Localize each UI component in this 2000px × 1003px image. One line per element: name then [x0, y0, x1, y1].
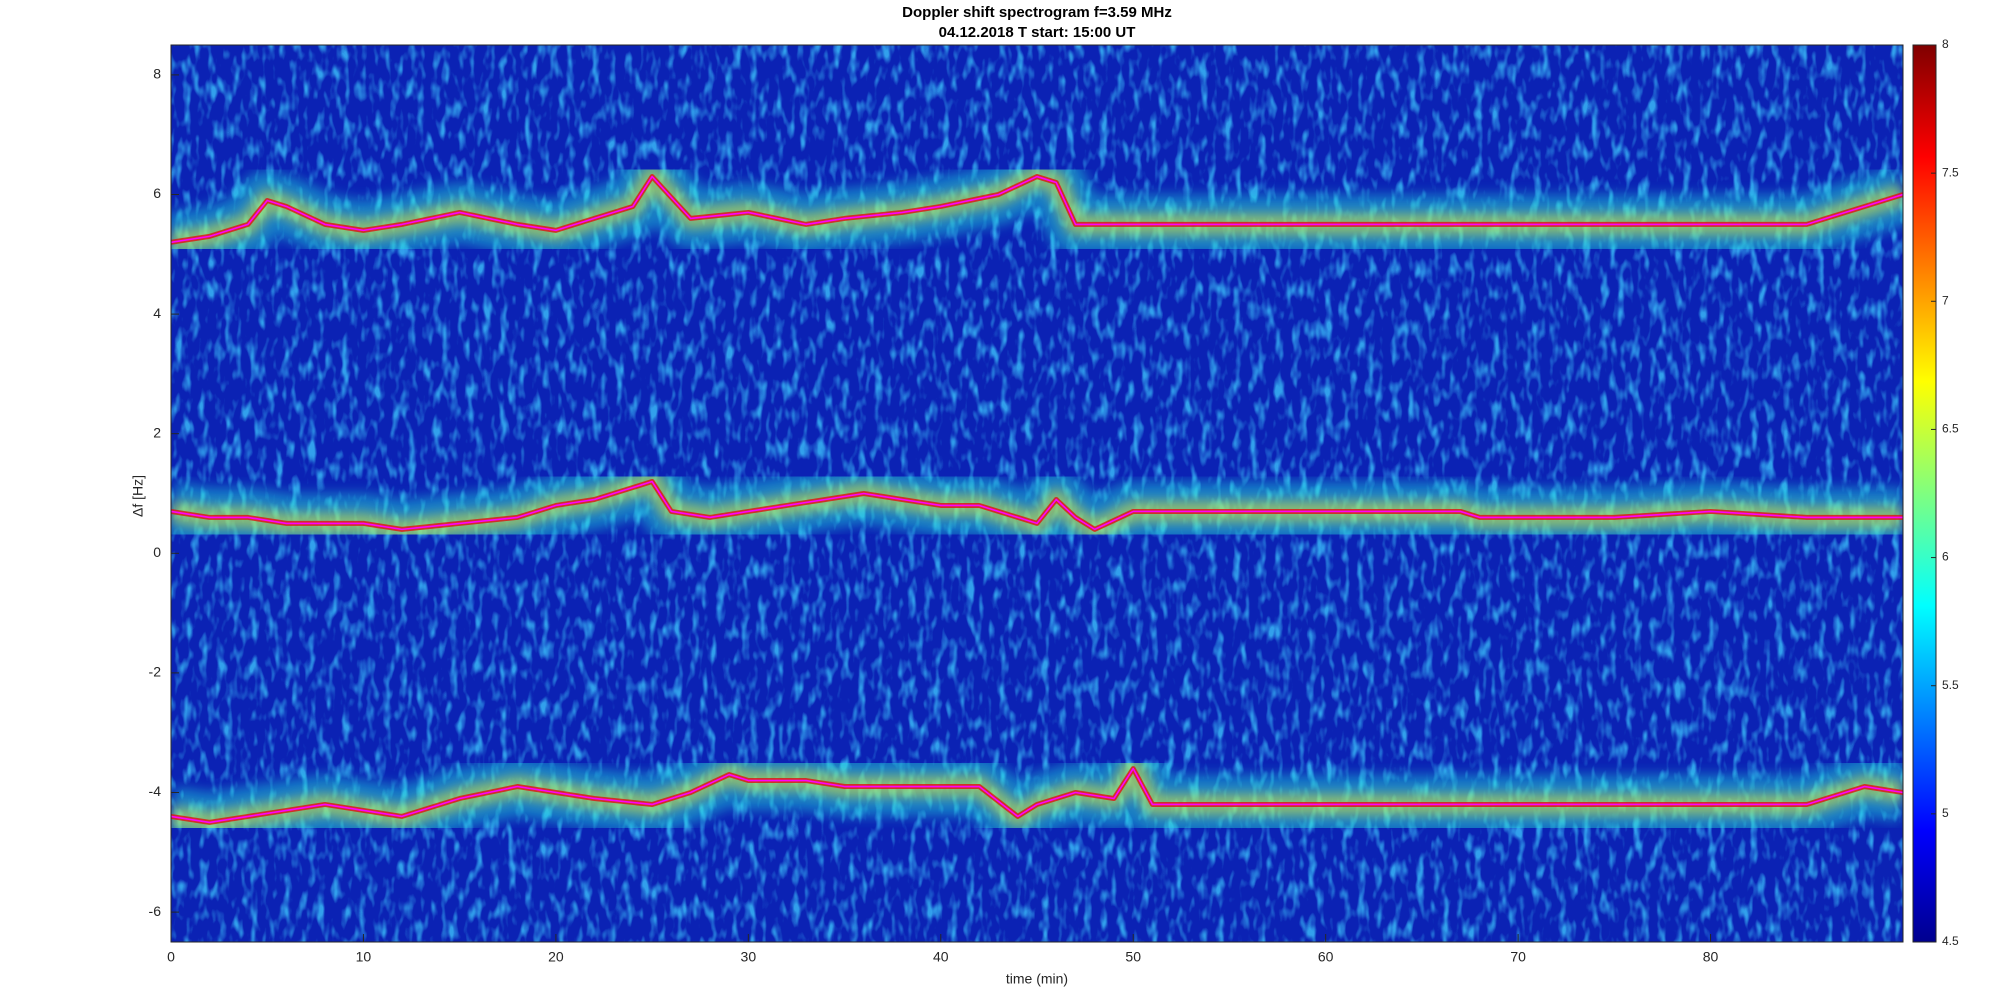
- y-tick-label: 0: [153, 544, 161, 560]
- chart-title: Doppler shift spectrogram f=3.59 MHz: [902, 4, 1172, 21]
- trace-line: [171, 480, 1903, 531]
- y-tick-label: -2: [149, 664, 162, 680]
- x-tick-label: 10: [356, 949, 372, 965]
- x-tick-label: 80: [1703, 949, 1719, 965]
- colorbar-tick-label: 5.5: [1942, 678, 1959, 692]
- y-tick-label: 2: [153, 424, 161, 440]
- x-axis-label: time (min): [1006, 971, 1068, 987]
- colorbar-tick-label: 5: [1942, 806, 1949, 820]
- y-tick-label: 8: [153, 66, 161, 82]
- chart-subtitle: 04.12.2018 T start: 15:00 UT: [939, 24, 1136, 41]
- x-tick-label: 60: [1318, 949, 1334, 965]
- trace-line: [171, 175, 1903, 244]
- colorbar-tick-label: 7.5: [1942, 165, 1959, 179]
- y-tick-label: 6: [153, 185, 161, 201]
- colorbar-tick-label: 8: [1942, 37, 1949, 51]
- y-tick-label: 4: [153, 305, 161, 321]
- x-tick-label: 50: [1125, 949, 1141, 965]
- colorbar-tick-label: 6: [1942, 550, 1949, 564]
- y-tick-label: -4: [149, 783, 162, 799]
- x-tick-label: 40: [933, 949, 949, 965]
- y-axis-label: Δf [Hz]: [130, 475, 146, 517]
- colorbar: [1912, 44, 1937, 943]
- x-tick-label: 30: [741, 949, 757, 965]
- plot-area: [171, 146, 1903, 853]
- colorbar-tick-label: 4.5: [1942, 934, 1959, 948]
- colorbar-tick-label: 7: [1942, 293, 1949, 307]
- plot-frame: [170, 44, 1904, 943]
- trace-line: [171, 767, 1903, 824]
- x-tick-label: 70: [1510, 949, 1526, 965]
- x-tick-label: 20: [548, 949, 564, 965]
- y-tick-label: -6: [149, 903, 162, 919]
- colorbar-tick-label: 6.5: [1942, 422, 1959, 436]
- x-tick-label: 0: [167, 949, 175, 965]
